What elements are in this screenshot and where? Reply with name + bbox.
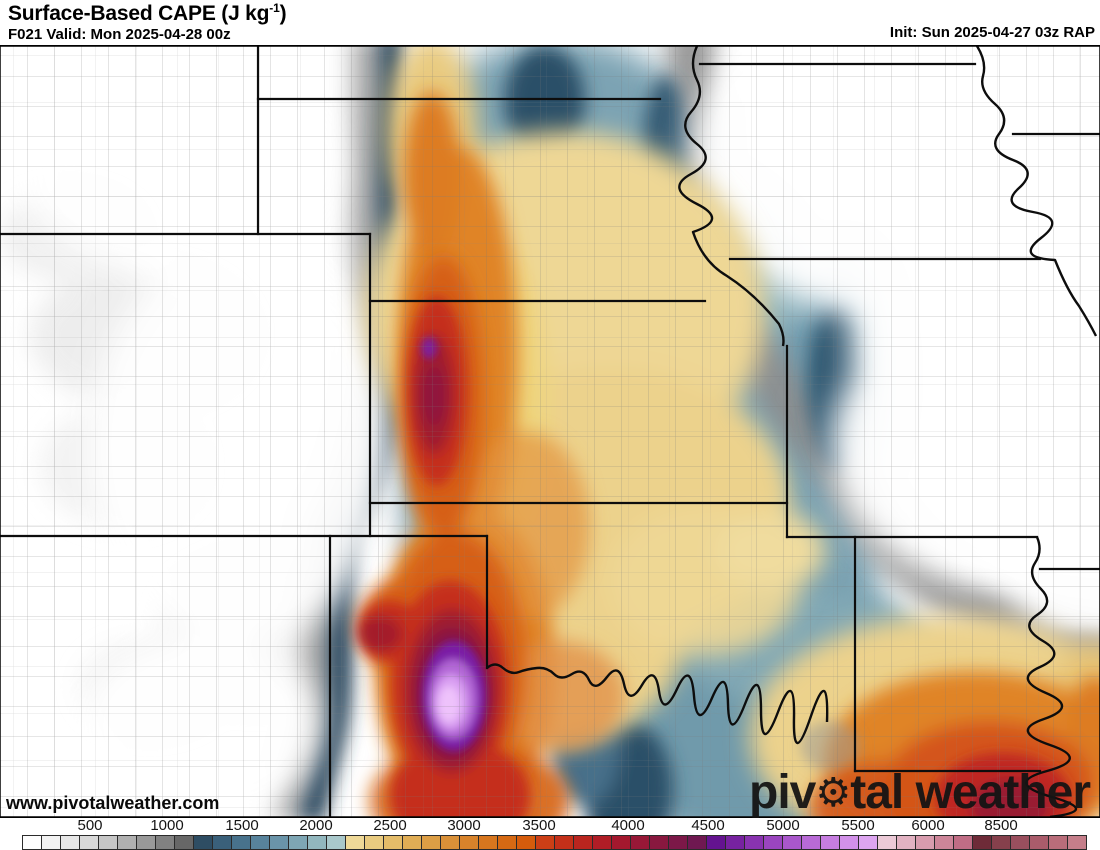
colorbar-tick-label: 1500 [225,817,259,834]
colorbar-cell [840,836,859,849]
logo-text-suffix: tal weather [850,766,1091,819]
colorbar-cell [669,836,688,849]
county-grid [0,46,1100,817]
colorbar-tick-label: 3500 [522,817,556,834]
colorbar-cell [137,836,156,849]
colorbar-cell [1011,836,1030,849]
colorbar-cell [327,836,346,849]
colorbar-tick-label: 4000 [611,817,645,834]
colorbar-cell [802,836,821,849]
cape-map-canvas [0,46,1100,817]
colorbar-cell [1049,836,1068,849]
colorbar-cell [555,836,574,849]
colorbar-cell [251,836,270,849]
colorbar-cell [783,836,802,849]
colorbar-tick-label: 5000 [766,817,800,834]
colorbar-tick-label: 2500 [373,817,407,834]
colorbar-tick-label: 6000 [911,817,945,834]
page-title: Surface-Based CAPE (J kg-1) [8,1,287,26]
colorbar-cells [22,835,1087,850]
colorbar-cell [99,836,118,849]
rivers [486,46,1098,817]
colorbar-cell [61,836,80,849]
colorbar-ticks: 500 1000 1500 2000 2500 3000 3500 4000 4500 5000 5… [0,817,1100,834]
colorbar-cell [745,836,764,849]
colorbar-cell [194,836,213,849]
colorbar-cell [422,836,441,849]
mississippi-river-lower [1025,536,1078,817]
colorbar-cell [536,836,555,849]
colorbar-cell [821,836,840,849]
pivotal-weather-logo: piv⚙tal weather [749,766,1091,819]
colorbar-cell [1030,836,1049,849]
colorbar-tick-label: 500 [77,817,103,834]
cape-map: www.pivotalweather.com piv⚙tal weather [0,45,1100,818]
colorbar-tick-label: 2000 [299,817,333,834]
colorbar-cell [612,836,631,849]
colorbar-cell [897,836,916,849]
colorbar-cell [688,836,707,849]
colorbar-cell [954,836,973,849]
forecast-valid-time: F021 Valid: Mon 2025-04-28 00z [8,26,231,43]
state-borders [0,46,1100,817]
colorbar-tick-label: 4500 [691,817,725,834]
colorbar-tick-label: 5500 [841,817,875,834]
colorbar-cell [1068,836,1086,849]
colorbar-tick-label: 3000 [447,817,481,834]
colorbar-cell [707,836,726,849]
colorbar-cell [498,836,517,849]
colorbar-cell [631,836,650,849]
colorbar-cell [764,836,783,849]
title-text: Surface-Based CAPE (J kg [8,2,270,25]
colorbar-cell [42,836,61,849]
missouri-river [678,46,785,347]
colorbar-cell [175,836,194,849]
cape-colorbar: 500 1000 1500 2000 2500 3000 3500 4000 4500 5000 5… [0,817,1100,850]
model-init-time: Init: Sun 2025-04-27 03z RAP [889,24,1095,41]
colorbar-cell [878,836,897,849]
colorbar-cell [441,836,460,849]
colorbar-cell [80,836,99,849]
colorbar-cell [460,836,479,849]
colorbar-cell [479,836,498,849]
colorbar-cell [289,836,308,849]
colorbar-cell [232,836,251,849]
mississippi-river-upper [975,46,1098,337]
colorbar-cell [973,836,992,849]
colorbar-cell [403,836,422,849]
colorbar-cell [859,836,878,849]
colorbar-cell [118,836,137,849]
colorbar-tick-label: 1000 [150,817,184,834]
colorbar-cell [23,836,42,849]
colorbar-cell [574,836,593,849]
colorbar-cell [593,836,612,849]
gear-icon: ⚙ [815,771,851,815]
title-close: ) [279,2,287,25]
colorbar-cell [308,836,327,849]
colorbar-cell [916,836,935,849]
colorbar-cell [517,836,536,849]
watermark-url: www.pivotalweather.com [6,793,220,813]
title-superscript: -1 [269,1,280,15]
colorbar-cell [650,836,669,849]
header-bar: Surface-Based CAPE (J kg-1) F021 Valid: … [0,0,1100,45]
colorbar-tick-label: 8500 [984,817,1018,834]
colorbar-cell [270,836,289,849]
red-river [486,663,829,744]
colorbar-cell [726,836,745,849]
colorbar-cell [384,836,403,849]
colorbar-cell [346,836,365,849]
colorbar-cell [156,836,175,849]
colorbar-cell [213,836,232,849]
logo-text-prefix: piv [749,766,816,819]
colorbar-cell [935,836,954,849]
colorbar-cell [365,836,384,849]
colorbar-cell [992,836,1011,849]
